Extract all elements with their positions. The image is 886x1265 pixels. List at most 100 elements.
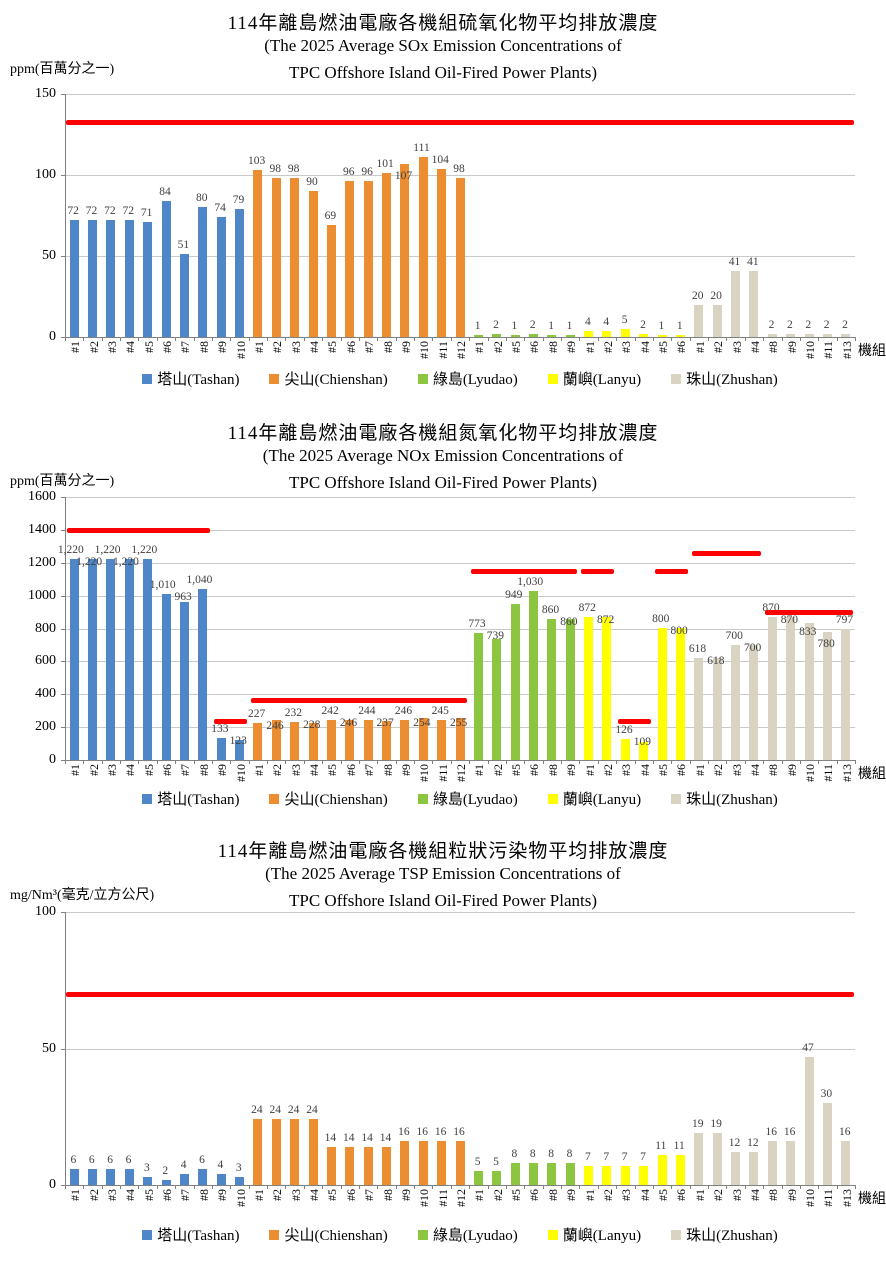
- tsp-x-tick-mark: [414, 1185, 416, 1189]
- tsp-x-label-lanyu-#4: #4: [637, 1189, 652, 1201]
- tsp-x-tick-mark: [542, 1185, 544, 1189]
- nox-x-label-chienshan-#2: #2: [270, 764, 285, 776]
- sox-y-tick-label: 100: [35, 167, 56, 182]
- nox-value-label-lanyu-#5: 800: [652, 613, 670, 625]
- tsp-value-label-chienshan-#2: 24: [269, 1104, 281, 1116]
- tsp-bar-tashan-#6: [161, 1180, 171, 1185]
- nox-bar-chienshan-#11: [437, 720, 447, 760]
- sox-x-tick-mark: [652, 337, 654, 341]
- sox-bar-lyudao-#8: [547, 335, 557, 337]
- tsp-value-label-tashan-#5: 3: [144, 1162, 150, 1174]
- sox-y-tick-mark: [61, 175, 65, 176]
- sox-x-tick-mark: [414, 337, 416, 341]
- nox-y-tick-mark: [61, 497, 65, 498]
- sox-title-en-1: (The 2025 Average SOx Emission Concentra…: [264, 36, 622, 55]
- tsp-bar-zhushan-#1: [694, 1133, 704, 1185]
- nox-y-tick-label: 1600: [28, 489, 56, 504]
- tsp-value-label-lyudao-#2: 5: [493, 1156, 499, 1168]
- sox-gridline: [65, 175, 855, 176]
- sox-x-axis: [65, 337, 855, 338]
- nox-value-label-zhushan-#2: 618: [707, 655, 725, 667]
- nox-bar-zhushan-#3: [731, 645, 741, 760]
- tsp-x-tick-mark: [358, 1185, 360, 1189]
- tsp-bar-zhushan-#13: [841, 1141, 851, 1185]
- tsp-bar-tashan-#3: [106, 1169, 116, 1185]
- sox-value-label-lyudao-#9: 1: [566, 320, 573, 332]
- nox-value-label-lyudao-#1: 773: [468, 618, 486, 630]
- sox-value-label-lyudao-#1: 1: [474, 320, 481, 332]
- sox-x-tick-mark: [156, 337, 158, 341]
- tsp-x-label-chienshan-#7: #7: [362, 1189, 377, 1201]
- sox-x-label-lanyu-#4: #4: [637, 341, 652, 353]
- sox-x-axis-title: 機組: [858, 344, 886, 359]
- sox-bar-chienshan-#9: [400, 164, 410, 337]
- nox-y-tick-mark: [61, 596, 65, 597]
- tsp-value-label-tashan-#6: 2: [162, 1165, 169, 1177]
- sox-x-label-lanyu-#2: #2: [600, 341, 615, 353]
- nox-y-axis: [65, 497, 66, 760]
- sox-value-label-chienshan-#11: 104: [431, 154, 449, 166]
- sox-x-tick-mark: [101, 337, 103, 341]
- tsp-x-label-tashan-#4: #4: [123, 1189, 138, 1201]
- sox-x-label-zhushan-#8: #8: [766, 341, 781, 353]
- nox-x-tick-mark: [744, 760, 746, 764]
- nox-y-tick-label: 800: [35, 621, 56, 636]
- zhushan-legend-swatch: [671, 373, 682, 384]
- nox-bar-lyudao-#2: [492, 639, 502, 760]
- nox-x-label-lanyu-#5: #5: [656, 764, 671, 776]
- chienshan-legend-swatch: [269, 1229, 280, 1240]
- sox-bar-chienshan-#1: [253, 170, 263, 337]
- sox-x-label-chienshan-#1: #1: [251, 341, 266, 353]
- nox-x-label-chienshan-#12: #12: [454, 764, 468, 782]
- nox-x-tick-mark: [248, 760, 250, 764]
- nox-value-label-chienshan-#5: 242: [321, 705, 339, 717]
- tsp-x-tick-mark: [120, 1185, 122, 1189]
- tsp-x-label-tashan-#1: #1: [68, 1189, 83, 1201]
- nox-bar-chienshan-#9: [400, 720, 410, 760]
- tsp-value-label-zhushan-#4: 12: [747, 1137, 759, 1149]
- sox-x-label-lyudao-#8: #8: [545, 341, 560, 353]
- nox-value-label-tashan-#1: 1,220: [57, 544, 84, 556]
- nox-legend-label-chienshan: 尖山(Chienshan): [284, 792, 388, 808]
- sox-bar-tashan-#4: [124, 220, 134, 337]
- sox-value-label-tashan-#6: 84: [159, 186, 171, 198]
- nox-limit-line-5: [618, 719, 651, 725]
- nox-y-tick-mark: [61, 694, 65, 695]
- tsp-y-tick-mark: [61, 1185, 65, 1186]
- nox-limit-line-2: [250, 698, 468, 704]
- sox-x-label-lanyu-#1: #1: [582, 341, 597, 353]
- tsp-value-label-zhushan-#2: 19: [710, 1118, 722, 1130]
- sox-x-label-lanyu-#3: #3: [619, 341, 634, 353]
- nox-x-label-zhushan-#2: #2: [711, 764, 726, 776]
- sox-x-label-chienshan-#5: #5: [325, 341, 340, 353]
- nox-bar-zhushan-#10: [804, 623, 814, 760]
- nox-x-label-tashan-#4: #4: [123, 764, 138, 776]
- nox-x-tick-mark: [634, 760, 636, 764]
- tsp-x-label-zhushan-#3: #3: [729, 1189, 744, 1201]
- sox-x-tick-mark: [671, 337, 673, 341]
- nox-x-label-zhushan-#1: #1: [692, 764, 707, 776]
- sox-title-en-2: TPC Offshore Island Oil-Fired Power Plan…: [288, 63, 598, 82]
- nox-x-tick-mark: [432, 760, 434, 764]
- tsp-x-label-chienshan-#11: #11: [435, 1189, 450, 1207]
- tsp-x-tick-mark: [83, 1185, 85, 1189]
- nox-x-tick-mark: [156, 760, 158, 764]
- sox-x-label-zhushan-#10: #10: [803, 341, 818, 359]
- nox-x-label-chienshan-#9: #9: [398, 764, 413, 776]
- sox-legend-label-chienshan: 尖山(Chienshan): [284, 372, 388, 388]
- nox-x-label-lanyu-#3: #3: [619, 764, 634, 776]
- tsp-value-label-zhushan-#1: 19: [692, 1118, 704, 1130]
- sox-x-tick-mark: [524, 337, 526, 341]
- tsp-bar-chienshan-#8: [382, 1147, 391, 1185]
- tsp-x-label-lanyu-#2: #2: [600, 1189, 615, 1201]
- sox-bar-lyudao-#9: [565, 335, 575, 337]
- nox-x-tick-mark: [377, 760, 379, 764]
- nox-x-tick-mark: [542, 760, 544, 764]
- nox-x-label-zhushan-#13: #13: [839, 764, 854, 782]
- tsp-x-tick-mark: [855, 1185, 856, 1189]
- tsp-x-label-chienshan-#4: #4: [307, 1189, 322, 1201]
- tsp-bar-chienshan-#3: [290, 1119, 300, 1185]
- tsp-x-label-chienshan-#10: #10: [417, 1189, 432, 1207]
- tsp-x-tick-mark: [799, 1185, 801, 1189]
- sox-bar-zhushan-#1: [694, 305, 704, 337]
